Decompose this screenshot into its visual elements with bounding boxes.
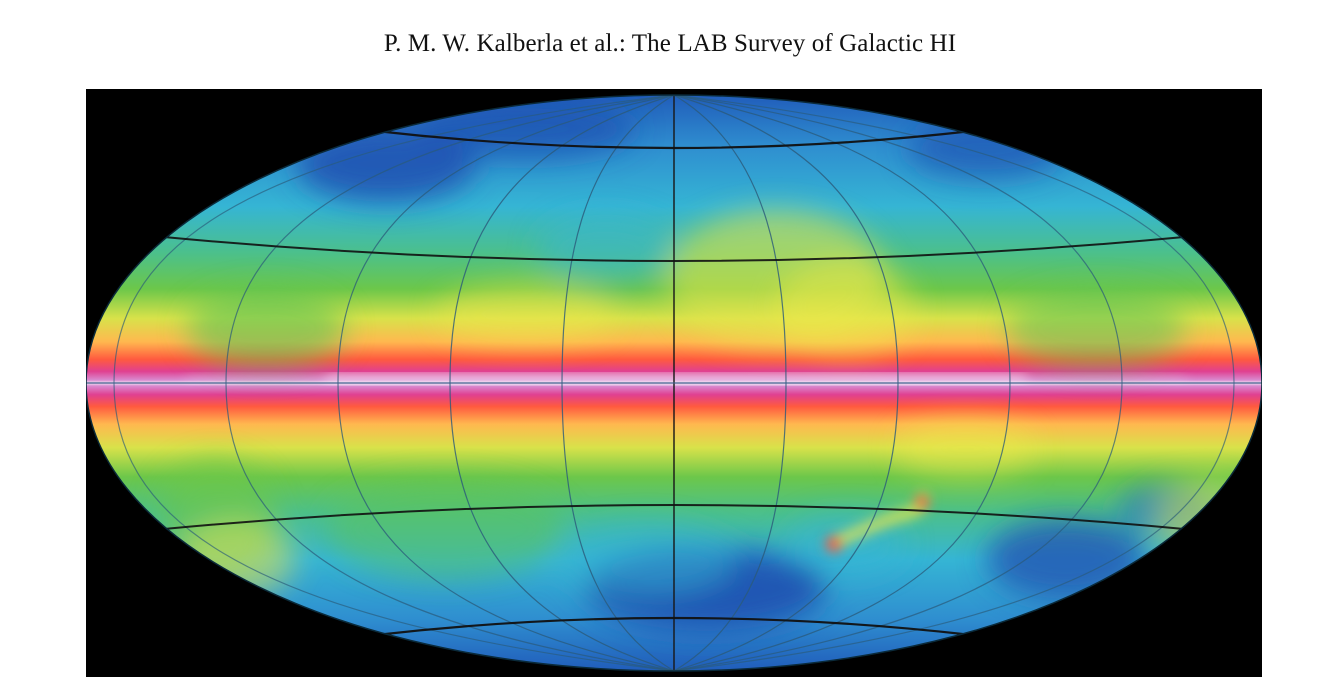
graticule: [86, 95, 1262, 671]
all-sky-hi-map: [86, 89, 1262, 677]
running-header-title: P. M. W. Kalberla et al.: The LAB Survey…: [383, 30, 957, 57]
hi-intensity-map: [86, 95, 1262, 671]
all-sky-hi-map-figure: [86, 89, 1262, 677]
